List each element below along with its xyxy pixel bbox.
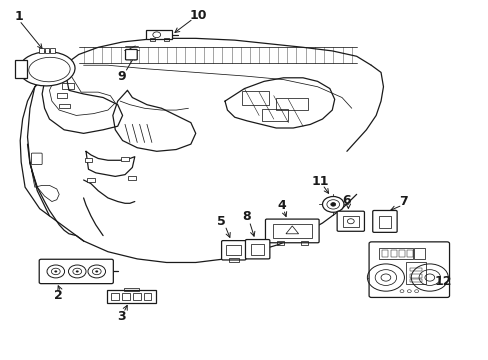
- Text: 12: 12: [433, 275, 451, 288]
- Text: 6: 6: [342, 194, 350, 207]
- Text: 11: 11: [311, 175, 328, 188]
- FancyBboxPatch shape: [107, 291, 156, 303]
- FancyBboxPatch shape: [372, 211, 396, 232]
- FancyBboxPatch shape: [146, 30, 171, 40]
- Circle shape: [330, 203, 335, 206]
- Text: 4: 4: [277, 199, 285, 212]
- FancyBboxPatch shape: [44, 48, 49, 53]
- FancyBboxPatch shape: [39, 259, 113, 284]
- FancyBboxPatch shape: [368, 242, 448, 297]
- FancyBboxPatch shape: [84, 158, 92, 162]
- FancyBboxPatch shape: [50, 48, 55, 53]
- FancyBboxPatch shape: [121, 157, 129, 161]
- Ellipse shape: [19, 52, 75, 86]
- Text: 9: 9: [117, 69, 126, 82]
- FancyBboxPatch shape: [125, 49, 137, 60]
- FancyBboxPatch shape: [336, 211, 364, 231]
- Text: 1: 1: [15, 10, 23, 23]
- Text: 2: 2: [54, 289, 62, 302]
- FancyBboxPatch shape: [221, 240, 245, 260]
- Text: 3: 3: [117, 310, 126, 324]
- Text: 7: 7: [398, 195, 407, 208]
- Circle shape: [322, 197, 343, 212]
- FancyBboxPatch shape: [87, 178, 95, 182]
- Text: 5: 5: [217, 215, 225, 228]
- FancyBboxPatch shape: [39, 48, 43, 53]
- Circle shape: [95, 270, 98, 273]
- FancyBboxPatch shape: [15, 60, 26, 78]
- FancyBboxPatch shape: [265, 219, 319, 243]
- FancyBboxPatch shape: [245, 239, 269, 259]
- FancyBboxPatch shape: [128, 176, 136, 180]
- Circle shape: [76, 270, 79, 273]
- Text: 8: 8: [242, 210, 251, 223]
- Text: 10: 10: [189, 9, 206, 22]
- Circle shape: [54, 270, 57, 273]
